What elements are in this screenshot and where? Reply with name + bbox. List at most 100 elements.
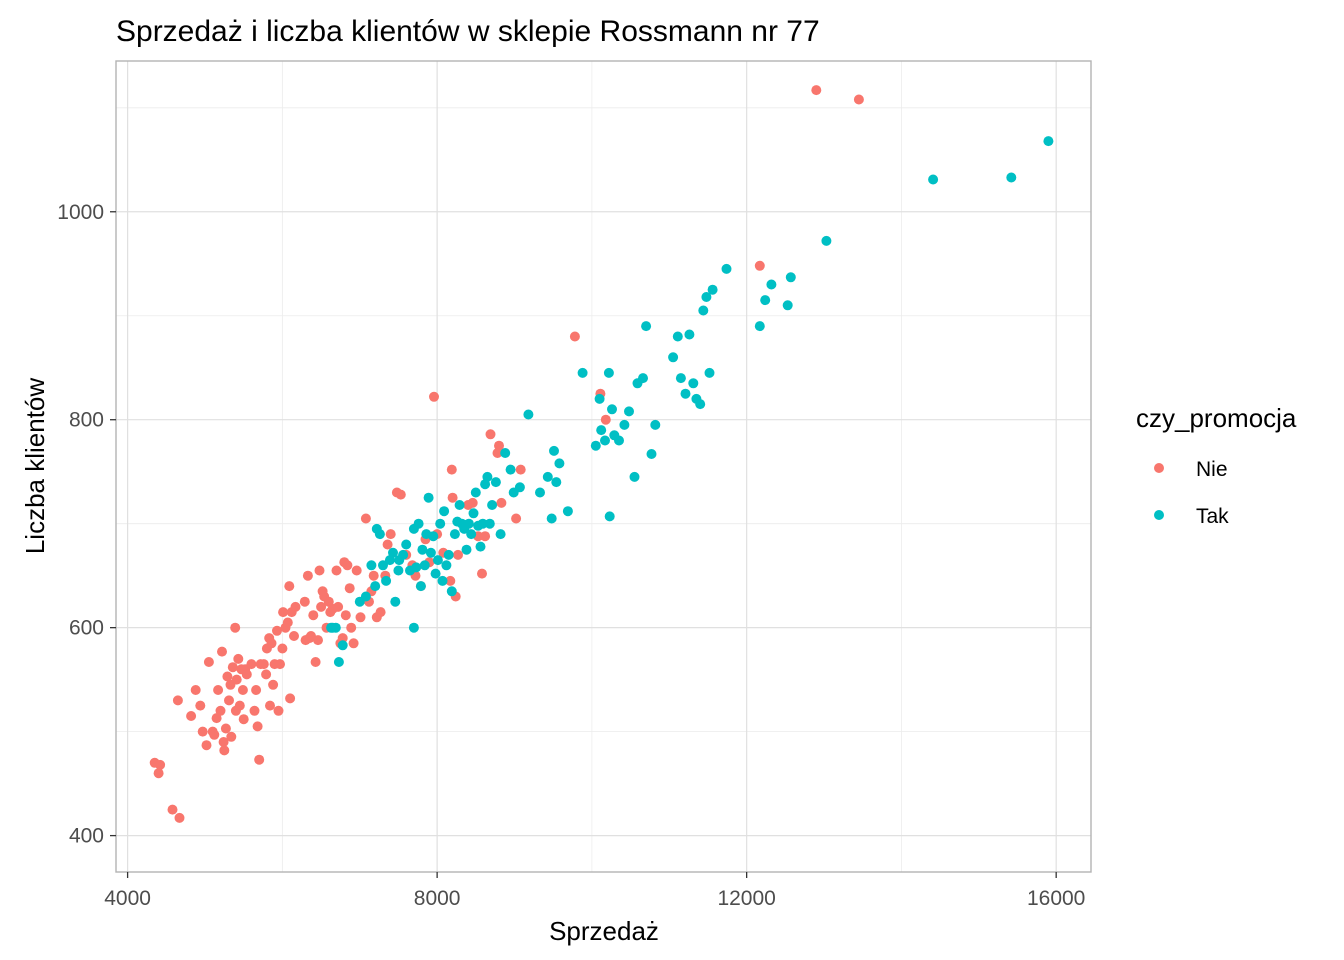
chart-title: Sprzedaż i liczba klientów w sklepie Ros…: [116, 15, 820, 48]
data-point-nie: [233, 653, 244, 664]
data-point-nie: [217, 646, 227, 657]
x-tick-label: 4000: [104, 887, 151, 910]
data-point-tak: [446, 586, 457, 597]
data-point-tak: [766, 279, 777, 290]
data-point-tak: [600, 435, 610, 446]
data-point-tak: [596, 425, 607, 436]
data-points: [149, 85, 1054, 823]
data-point-tak: [707, 284, 718, 295]
y-tick-label: 800: [69, 409, 104, 432]
data-point-nie: [284, 581, 295, 592]
data-point-nie: [333, 601, 344, 612]
data-point-tak: [688, 378, 699, 389]
data-point-nie: [494, 440, 504, 451]
data-point-nie: [249, 705, 260, 716]
data-point-tak: [487, 500, 498, 510]
data-point-nie: [337, 633, 348, 644]
data-point-nie: [429, 391, 439, 402]
data-point-tak: [378, 560, 388, 571]
data-point-tak: [590, 440, 601, 451]
data-point-nie: [252, 721, 263, 732]
data-point-nie: [485, 429, 496, 440]
data-point-tak: [721, 263, 732, 274]
data-point-nie: [467, 497, 478, 508]
data-point-tak: [482, 471, 493, 482]
y-tick-label: 400: [69, 825, 104, 848]
data-point-tak: [638, 373, 648, 384]
y-tick-label: 1000: [57, 201, 104, 224]
data-point-tak: [390, 596, 401, 607]
data-point-tak: [415, 581, 426, 592]
legend: czy_promocja Nie Tak: [1136, 403, 1297, 528]
data-point-tak: [675, 373, 686, 384]
data-point-tak: [619, 419, 630, 430]
data-point-tak: [371, 523, 382, 534]
data-point-nie: [445, 575, 456, 586]
data-point-tak: [449, 529, 460, 540]
data-point-nie: [251, 685, 262, 695]
data-point-nie: [268, 679, 279, 690]
data-point-tak: [333, 657, 344, 667]
data-point-nie: [265, 700, 275, 711]
data-point-tak: [475, 541, 486, 552]
data-point-nie: [153, 768, 164, 779]
data-point-nie: [172, 695, 183, 706]
data-point-nie: [167, 804, 178, 815]
data-point-nie: [289, 631, 299, 641]
plot-panel: [115, 60, 1092, 873]
data-point-tak: [650, 419, 661, 430]
data-point-nie: [201, 740, 212, 751]
data-point-nie: [382, 539, 393, 550]
data-point-tak: [468, 508, 479, 519]
data-point-tak: [505, 464, 516, 475]
data-point-nie: [480, 531, 491, 542]
data-point-tak: [419, 560, 430, 571]
data-point-nie: [215, 705, 226, 716]
data-point-nie: [237, 685, 248, 695]
data-point-tak: [514, 482, 525, 493]
data-point-nie: [511, 513, 522, 524]
data-point-nie: [219, 745, 230, 756]
data-point-nie: [275, 659, 285, 670]
data-point-nie: [190, 685, 201, 695]
data-point-nie: [342, 560, 353, 571]
data-point-tak: [701, 292, 712, 302]
data-point-tak: [393, 565, 404, 576]
data-point-nie: [853, 94, 864, 105]
data-point-nie: [272, 625, 282, 636]
data-point-nie: [197, 726, 208, 737]
data-point-tak: [428, 531, 439, 542]
data-point-tak: [603, 367, 614, 378]
data-point-tak: [607, 404, 617, 415]
legend-label-tak: Tak: [1196, 505, 1229, 528]
data-point-nie: [231, 674, 242, 685]
data-point-nie: [496, 497, 507, 508]
data-point-nie: [227, 662, 238, 673]
x-axis-title: Sprzedaż: [549, 916, 659, 946]
data-point-tak: [466, 529, 477, 540]
data-point-nie: [273, 705, 284, 716]
x-tick-label: 8000: [414, 887, 461, 910]
axis-ticks: [110, 211, 1057, 878]
data-point-nie: [348, 638, 359, 649]
data-point-nie: [453, 549, 463, 560]
data-point-tak: [461, 544, 472, 555]
data-point-tak: [360, 591, 371, 602]
data-point-tak: [523, 409, 534, 420]
data-point-nie: [213, 685, 224, 695]
legend-label-nie: Nie: [1196, 458, 1228, 481]
gridlines: [116, 61, 1091, 872]
data-point-nie: [600, 414, 611, 425]
data-point-nie: [209, 729, 220, 740]
data-point-tak: [408, 622, 419, 633]
data-point-tak: [614, 435, 624, 446]
data-point-nie: [282, 617, 293, 628]
data-point-nie: [355, 612, 366, 623]
data-point-tak: [754, 321, 765, 332]
data-point-tak: [381, 575, 392, 586]
data-point-nie: [226, 731, 237, 742]
data-point-nie: [299, 596, 310, 607]
legend-swatch-tak: [1154, 510, 1164, 520]
data-point-nie: [375, 607, 386, 618]
